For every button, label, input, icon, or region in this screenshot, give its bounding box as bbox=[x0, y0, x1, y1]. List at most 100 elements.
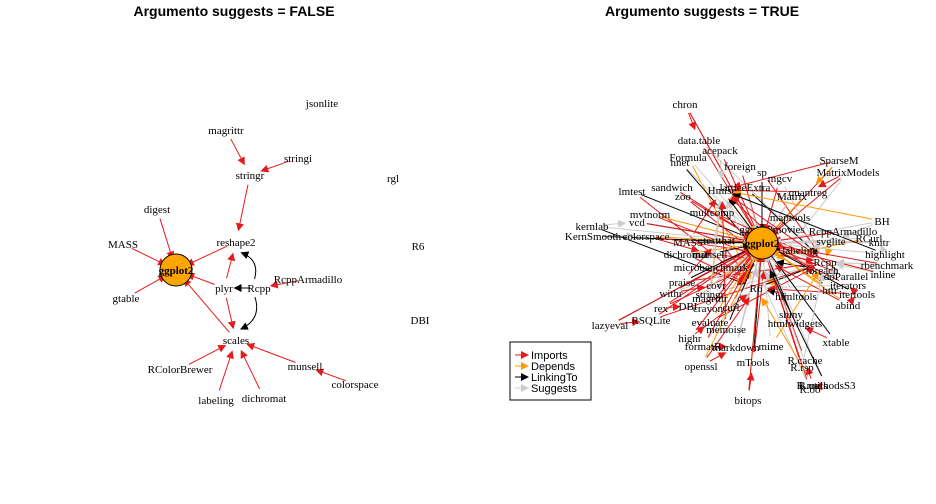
right-edge-127 bbox=[697, 294, 748, 333]
right-edge-47 bbox=[765, 236, 835, 282]
right-node-highlight: highlight bbox=[865, 249, 905, 261]
right-node-data-table: data.table bbox=[678, 135, 721, 147]
right-edge-155 bbox=[804, 327, 828, 339]
legend-imports-label: Imports bbox=[531, 350, 568, 362]
right-node-mtools: mTools bbox=[737, 357, 770, 369]
left-node-stringi: stringi bbox=[284, 153, 312, 165]
right-node-rsqlite: RSQLite bbox=[631, 315, 670, 327]
legend: Imports Depends LinkingTo Suggests bbox=[509, 341, 592, 401]
right-edge-171 bbox=[688, 248, 712, 275]
right-node-mgcv: mgcv bbox=[768, 173, 793, 185]
right-edge-135 bbox=[728, 198, 831, 335]
right-edge-172 bbox=[680, 284, 706, 293]
left-node-gtable: gtable bbox=[113, 293, 140, 305]
right-node-colorspace: colorspace bbox=[622, 231, 669, 243]
right-edge-154 bbox=[655, 238, 700, 253]
right-edge-2 bbox=[703, 148, 757, 234]
right-node-rbenchmark: rbenchmark bbox=[861, 260, 914, 272]
right-node-dbi: DBI bbox=[679, 301, 698, 313]
right-edge-22 bbox=[747, 196, 761, 233]
panel-title-left: Argumento suggests = FALSE bbox=[133, 3, 334, 19]
right-edge-174 bbox=[694, 326, 705, 335]
right-edge-136 bbox=[704, 252, 758, 358]
right-node-mvtnorm: mvtnorm bbox=[630, 209, 671, 221]
right-node-r-utils: R.utils bbox=[798, 380, 827, 392]
right-edge-85 bbox=[731, 196, 839, 271]
right-node-htmlwidgets: htmlwidgets bbox=[768, 318, 822, 330]
left-node-rgl: rgl bbox=[387, 173, 399, 185]
right-edge-165 bbox=[835, 261, 874, 273]
left-node-scales: scales bbox=[223, 335, 249, 347]
left-node-jsonlite: jsonlite bbox=[305, 98, 339, 110]
right-edge-75 bbox=[711, 200, 724, 258]
right-node-quantreg: quantreg bbox=[789, 187, 828, 199]
right-node-inline: inline bbox=[870, 269, 895, 281]
panel-title-right: Argumento suggests = TRUE bbox=[605, 3, 799, 19]
left-edge-5 bbox=[185, 245, 228, 266]
legend-depends-label: Depends bbox=[531, 361, 576, 373]
right-node-lmtest: lmtest bbox=[619, 186, 646, 198]
right-edge-167 bbox=[849, 286, 859, 296]
left-center-label: ggplot2 bbox=[159, 265, 194, 277]
right-edge-128 bbox=[707, 252, 757, 338]
left-node-dbi: DBI bbox=[411, 315, 430, 327]
right-edge-125 bbox=[718, 200, 727, 320]
left-graph-nodes: jsonlite magrittr stringi stringr rgl digest r… bbox=[108, 98, 430, 407]
right-node-munsell: munsell bbox=[693, 249, 728, 261]
right-node-zoo: zoo bbox=[675, 191, 691, 203]
right-node-formula: Formula bbox=[669, 152, 706, 164]
left-edge-3 bbox=[159, 218, 175, 260]
left-node-rcpp: Rcpp bbox=[247, 283, 271, 295]
left-center-node bbox=[159, 253, 193, 287]
right-edge-157 bbox=[709, 352, 727, 362]
left-edge-6 bbox=[134, 275, 167, 294]
right-center-label: ggplot2 bbox=[745, 238, 780, 250]
right-edge-166 bbox=[846, 296, 855, 306]
right-node-openssl: openssl bbox=[685, 361, 718, 373]
legend-linkingto-label: LinkingTo bbox=[531, 372, 577, 384]
right-edge-61 bbox=[772, 238, 870, 247]
right-node-dichromat: dichromat bbox=[664, 249, 709, 261]
left-node-r6: R6 bbox=[412, 241, 425, 253]
right-edge-3 bbox=[705, 146, 818, 255]
right-edge-173 bbox=[667, 303, 681, 312]
right-node-foreign: foreign bbox=[724, 161, 756, 173]
right-node-rcpp: Rcpp bbox=[813, 257, 837, 269]
left-edge-12 bbox=[269, 280, 299, 289]
right-node-r6: R6 bbox=[750, 283, 763, 295]
left-node-labeling: labeling bbox=[198, 395, 234, 407]
right-edge-46 bbox=[772, 231, 834, 245]
right-edge-37 bbox=[601, 229, 746, 286]
left-edge-19 bbox=[240, 349, 261, 390]
right-node-crayon: crayon bbox=[693, 303, 723, 315]
left-edge-13 bbox=[239, 296, 258, 330]
right-edge-108 bbox=[770, 249, 841, 300]
right-node-kernlab: kernlab bbox=[576, 221, 609, 233]
right-edge-126 bbox=[695, 251, 756, 331]
right-edge-137 bbox=[706, 296, 750, 359]
right-edge-15 bbox=[732, 161, 830, 190]
right-edge-38 bbox=[659, 216, 752, 243]
left-edge-15 bbox=[188, 345, 227, 365]
right-node-latticeextra: latticeExtra bbox=[720, 182, 771, 194]
right-node-foreach: foreach bbox=[806, 265, 839, 277]
right-node-doparallel: doParallel bbox=[824, 271, 869, 283]
right-edge-169 bbox=[601, 219, 627, 228]
right-graph-edges bbox=[601, 112, 888, 391]
right-node-knitr: knitr bbox=[869, 237, 890, 249]
right-edge-153 bbox=[746, 372, 755, 391]
right-node-mime: mime bbox=[758, 341, 783, 353]
right-node-matrixmodels: MatrixModels bbox=[817, 167, 880, 179]
right-edge-109 bbox=[774, 265, 840, 301]
right-node-formatr: formatR bbox=[685, 341, 722, 353]
right-node-sparsem: SparseM bbox=[819, 155, 858, 167]
right-node-rcurl: RCurl bbox=[856, 233, 883, 245]
right-edge-111 bbox=[618, 248, 753, 321]
right-node-sandwich: sandwich bbox=[651, 182, 693, 194]
left-edge-14 bbox=[225, 297, 236, 330]
left-node-rcpparmadillo: RcppArmadillo bbox=[274, 274, 343, 286]
right-edge-158 bbox=[813, 382, 823, 390]
right-edge-156 bbox=[619, 318, 641, 327]
right-edge-67 bbox=[694, 257, 747, 284]
